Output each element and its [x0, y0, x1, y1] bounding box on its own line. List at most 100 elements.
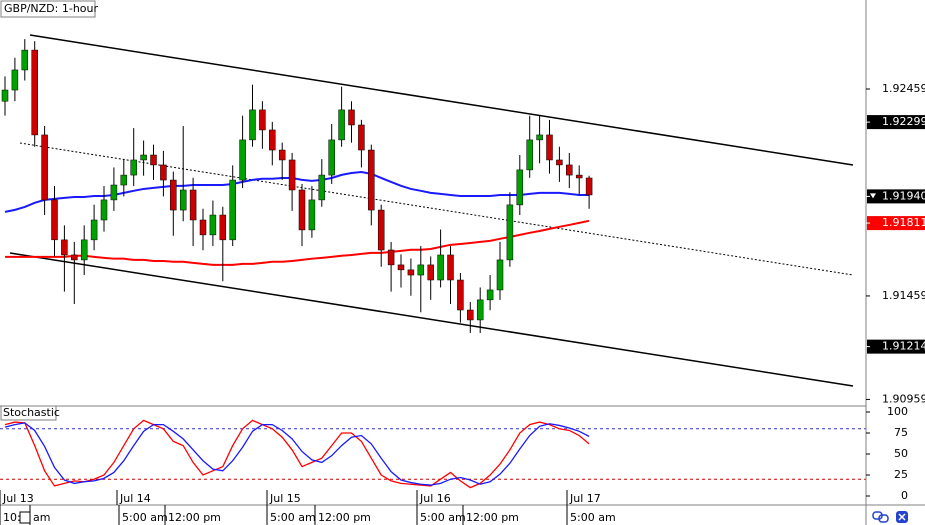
candle-body: [100, 199, 108, 221]
candle-body: [546, 134, 553, 161]
y-tick-label: 1.90959: [882, 392, 925, 405]
day-label: Jul 14: [119, 492, 151, 505]
chart-title: GBP/NZD: 1-hour: [4, 2, 98, 15]
candle-body: [486, 289, 494, 301]
candle-body: [427, 264, 434, 281]
candle-body: [219, 214, 227, 241]
channel-lower: [9, 252, 854, 387]
channel-middle: [19, 142, 854, 276]
candle-body: [41, 134, 48, 201]
candle-body: [288, 159, 296, 191]
candle-body: [437, 254, 444, 281]
day-label: Jul 13: [2, 492, 34, 505]
candle-body: [269, 129, 276, 151]
candle-body: [397, 264, 405, 271]
day-label: Jul 16: [419, 492, 451, 505]
y-tick-label: 50: [894, 447, 908, 460]
stochastic-title: Stochastic: [3, 406, 60, 419]
candle-body: [160, 164, 167, 181]
candle-body: [377, 209, 385, 251]
candle-body: [387, 249, 395, 266]
y-tick-label: 1.92459: [882, 82, 925, 95]
toolbar-icons[interactable]: [872, 511, 908, 523]
y-tick-label: 25: [894, 468, 908, 481]
price-label: 1.91940: [882, 189, 925, 202]
time-label: 12:00 pm: [466, 511, 519, 524]
day-label: Jul 17: [569, 492, 601, 505]
candle-body: [447, 254, 454, 281]
moving-average: [4, 170, 590, 213]
time-label: 5:00 am: [420, 511, 466, 524]
candle-body: [71, 254, 78, 261]
price-label-box: [867, 216, 925, 231]
y-tick-label: 1.91459: [882, 289, 925, 302]
y-tick-label: 100: [887, 405, 908, 418]
candle-body: [21, 49, 29, 71]
candle-body: [1, 89, 9, 102]
candle-body: [110, 184, 118, 201]
y-tick-label: 0: [901, 489, 908, 502]
time-label: 12:00 pm: [318, 511, 371, 524]
price-panel: [1, 34, 854, 387]
candle-body: [179, 189, 187, 211]
candle-body: [566, 164, 573, 176]
candle-body: [209, 214, 217, 236]
candle-body: [556, 159, 563, 166]
price-label: 1.91214: [882, 340, 925, 353]
day-label: Jul 15: [269, 492, 301, 505]
time-label: 12:00 pm: [168, 511, 221, 524]
candle-body: [318, 174, 326, 201]
link-icon[interactable]: [878, 514, 889, 523]
close-glyph: [898, 513, 906, 521]
candle-body: [120, 174, 128, 186]
candle-body: [348, 109, 355, 126]
candle-body: [249, 109, 256, 141]
candle-body: [51, 199, 58, 241]
candle-body: [298, 189, 306, 231]
time-label: 5:00 am: [122, 511, 168, 524]
stochastic-panel: [0, 419, 866, 489]
candle-body: [308, 199, 316, 231]
channel-upper: [29, 34, 854, 166]
candle-body: [368, 149, 375, 211]
candle-body: [467, 309, 474, 321]
price-label-box: [867, 115, 925, 130]
time-label: 5:00 am: [270, 511, 316, 524]
candle-body: [31, 49, 38, 136]
stoch-title-box: [0, 405, 57, 421]
price-label: 1.92299: [882, 115, 925, 128]
candle-body: [11, 69, 19, 91]
candle-body: [407, 269, 415, 276]
moving-average: [5, 219, 590, 266]
candle-body: [61, 239, 68, 256]
price-arrow: [870, 193, 876, 199]
candle-body: [358, 124, 365, 151]
price-label-box: [867, 339, 925, 354]
candle-body: [90, 219, 98, 241]
candle-body: [80, 239, 88, 261]
candle-body: [239, 139, 246, 181]
candle-body: [417, 264, 425, 276]
y-tick-label: 75: [894, 426, 908, 439]
price-label: 1.91811: [882, 216, 925, 229]
candle-body: [536, 134, 543, 141]
candle-body: [229, 179, 236, 241]
candle-body: [278, 149, 286, 161]
candle-body: [526, 139, 533, 171]
candle-body: [259, 109, 266, 131]
time-label: 10:: [3, 511, 21, 524]
candle-body: [476, 299, 484, 321]
stochastic-line: [4, 422, 590, 486]
time-label: 5:00 am: [570, 511, 616, 524]
candle-body: [516, 169, 524, 206]
stochastic-line: [4, 419, 590, 489]
candle-body: [585, 177, 593, 196]
candle-body: [199, 219, 207, 236]
candle-body: [140, 154, 147, 161]
candle-body: [496, 259, 504, 291]
candle-body: [189, 189, 197, 221]
candle-body: [575, 174, 583, 179]
candle-body: [506, 204, 514, 261]
